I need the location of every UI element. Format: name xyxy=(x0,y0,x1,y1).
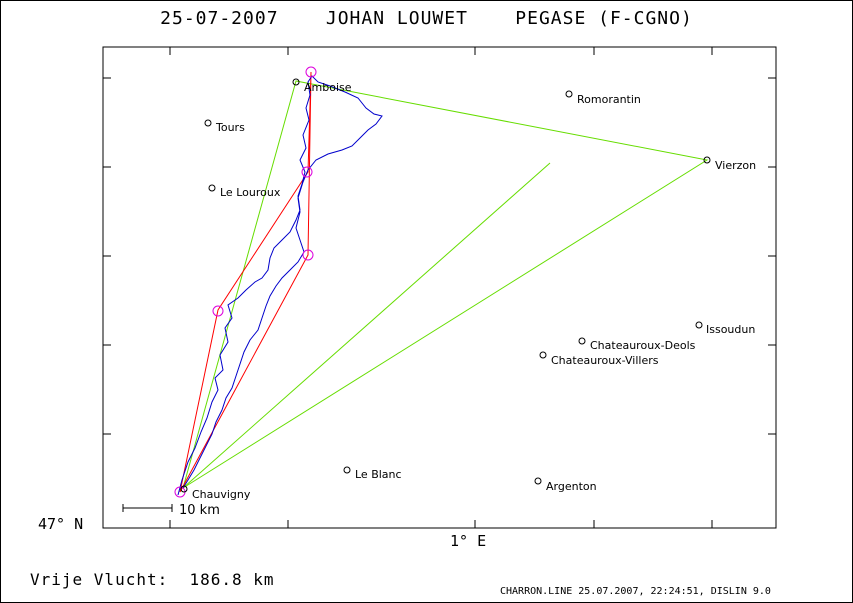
scale-bar xyxy=(122,504,173,512)
city-label-tours: Tours xyxy=(215,121,245,134)
lat-axis-label: 47° N xyxy=(38,515,84,533)
city-label-le-louroux: Le Louroux xyxy=(220,186,281,199)
city-marker xyxy=(539,351,547,359)
turnpoint xyxy=(305,66,317,78)
city-marker xyxy=(578,337,586,345)
city-label-amboise: Amboise xyxy=(304,81,352,94)
city-marker xyxy=(534,477,542,485)
city-label-issoudun: Issoudun xyxy=(706,323,755,336)
flight-track xyxy=(177,75,383,496)
turnpoint xyxy=(212,305,224,317)
city-label-vierzon: Vierzon xyxy=(715,159,756,172)
city-label-chateauroux-villers: Chateauroux-Villers xyxy=(551,354,659,367)
city-labels: Amboise Romorantin Tours Vierzon Le Lour… xyxy=(192,81,756,501)
city-marker xyxy=(292,78,300,86)
lon-axis-label: 1° E xyxy=(450,532,487,550)
footer-info: CHARRON.LINE 25.07.2007, 22:24:51, DISLI… xyxy=(500,586,771,597)
city-label-romorantin: Romorantin xyxy=(577,93,641,106)
plot-area xyxy=(102,46,777,529)
scale-label: 10 km xyxy=(179,503,220,518)
city-label-argenton: Argenton xyxy=(546,480,597,493)
city-label-chauvigny: Chauvigny xyxy=(192,488,251,501)
city-label-chateauroux-deols: Chateauroux-Deols xyxy=(590,339,696,352)
task-lines xyxy=(179,71,312,493)
task-line xyxy=(179,71,312,493)
city-markers xyxy=(180,78,711,493)
sector-lines xyxy=(182,80,709,489)
lat-ticks xyxy=(103,77,776,435)
page-title: 25-07-2007 JOHAN LOUWET PEGASE (F-CGNO) xyxy=(160,8,693,29)
city-marker xyxy=(204,119,212,127)
city-marker xyxy=(703,156,711,164)
city-marker xyxy=(180,485,188,493)
turnpoint xyxy=(302,249,314,261)
city-marker xyxy=(695,321,703,329)
sector-line xyxy=(182,80,709,489)
city-marker xyxy=(208,184,216,192)
city-label-le-blanc: Le Blanc xyxy=(355,468,402,481)
city-marker xyxy=(565,90,573,98)
free-flight-distance: Vrije Vlucht: 186.8 km xyxy=(30,570,275,589)
lon-ticks xyxy=(169,47,713,528)
city-marker xyxy=(343,466,351,474)
sector-line xyxy=(182,162,551,489)
turnpoint xyxy=(301,166,313,178)
